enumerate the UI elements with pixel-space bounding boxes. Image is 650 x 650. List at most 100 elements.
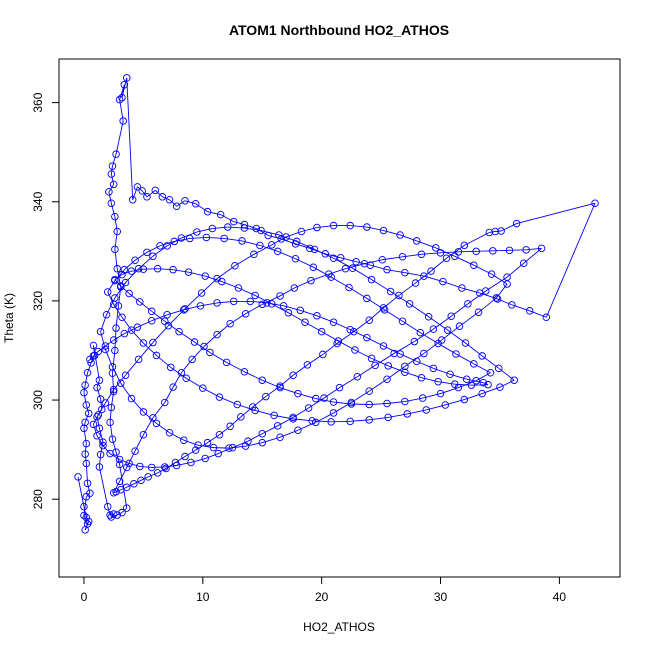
series-line-segment <box>523 248 542 264</box>
data-point <box>429 364 438 373</box>
data-point <box>258 429 266 438</box>
data-point <box>350 327 358 336</box>
data-point <box>107 170 116 178</box>
x-tick-label: 10 <box>196 590 210 604</box>
data-point <box>487 270 496 278</box>
data-point <box>294 389 302 398</box>
series-line-segment <box>140 476 149 481</box>
data-point <box>80 424 88 433</box>
series-line-segment <box>500 223 517 232</box>
data-point <box>109 385 118 394</box>
data-point <box>156 242 164 250</box>
data-point <box>237 413 245 421</box>
data-point <box>185 234 194 243</box>
series-line-segment <box>229 416 242 427</box>
series-line-segment <box>438 381 455 385</box>
data-point <box>276 433 284 441</box>
data-point <box>202 233 211 242</box>
data-point <box>234 284 243 292</box>
data-point <box>83 520 92 528</box>
data-point <box>491 227 499 236</box>
data-point <box>470 261 478 269</box>
data-point <box>384 362 392 370</box>
data-point <box>390 349 398 358</box>
data-point <box>130 480 138 488</box>
series-line-segment <box>83 385 86 393</box>
data-point <box>329 254 338 263</box>
data-point <box>464 300 472 308</box>
data-point <box>321 250 329 258</box>
data-point <box>216 210 225 219</box>
series-line-segment <box>167 309 184 316</box>
data-point <box>115 460 124 469</box>
data-point <box>213 330 221 339</box>
data-point <box>289 415 297 423</box>
series-line-segment <box>105 339 114 347</box>
series-line-segment <box>428 316 448 331</box>
series-line-segment <box>87 362 92 373</box>
data-point <box>143 248 151 257</box>
series-line-segment <box>152 245 168 257</box>
series-line-segment <box>283 305 301 311</box>
series-line-segment <box>96 380 100 388</box>
data-point <box>229 217 238 226</box>
data-point <box>120 265 129 274</box>
data-point <box>139 430 148 439</box>
data-point <box>147 463 156 472</box>
data-point <box>263 299 271 307</box>
data-point <box>262 392 270 401</box>
data-point <box>184 268 193 276</box>
series-line-segment <box>129 463 140 467</box>
data-point <box>363 223 371 231</box>
data-point <box>427 267 435 275</box>
data-point <box>218 277 226 286</box>
y-axis-label: Theta (K) <box>2 293 16 343</box>
data-point <box>346 221 354 230</box>
data-point <box>115 455 124 464</box>
data-point <box>215 430 224 439</box>
data-point <box>383 265 391 274</box>
data-point <box>165 429 174 437</box>
series-line-segment <box>84 454 87 464</box>
data-point <box>353 372 362 381</box>
series-line-segment <box>219 425 231 436</box>
data-point <box>379 226 388 235</box>
data-point <box>284 309 293 317</box>
series-line-segment <box>137 320 152 328</box>
data-point <box>371 361 379 370</box>
series-line-segment <box>183 305 201 311</box>
data-point <box>460 241 469 250</box>
data-point <box>131 447 139 455</box>
data-point <box>479 378 488 387</box>
data-point <box>443 326 452 334</box>
data-point <box>152 419 161 428</box>
series-line-segment <box>245 442 263 447</box>
data-point <box>508 301 516 309</box>
series-line-segment <box>184 292 202 310</box>
series-line-segment <box>96 416 100 429</box>
series-line-segment <box>131 268 144 272</box>
series-line-segment <box>414 328 434 342</box>
data-point <box>458 284 466 292</box>
data-point <box>203 438 212 447</box>
data-point <box>446 370 454 379</box>
data-point <box>99 438 107 446</box>
series-line-segment <box>141 190 148 198</box>
data-point <box>495 364 503 373</box>
data-point <box>161 317 169 325</box>
data-point <box>347 400 356 408</box>
data-point <box>365 400 373 409</box>
data-point <box>420 272 428 280</box>
series-line-segment <box>322 343 338 355</box>
series-line-segment <box>220 214 234 222</box>
series-line-segment <box>196 228 213 233</box>
series-line-segment <box>168 308 186 326</box>
data-point <box>348 264 357 272</box>
series-line-segment <box>227 226 245 229</box>
data-point <box>181 197 189 205</box>
data-point <box>542 313 551 322</box>
data-point <box>241 442 250 450</box>
data-point <box>117 486 125 494</box>
data-point <box>229 297 238 306</box>
series-line-segment <box>203 334 218 347</box>
